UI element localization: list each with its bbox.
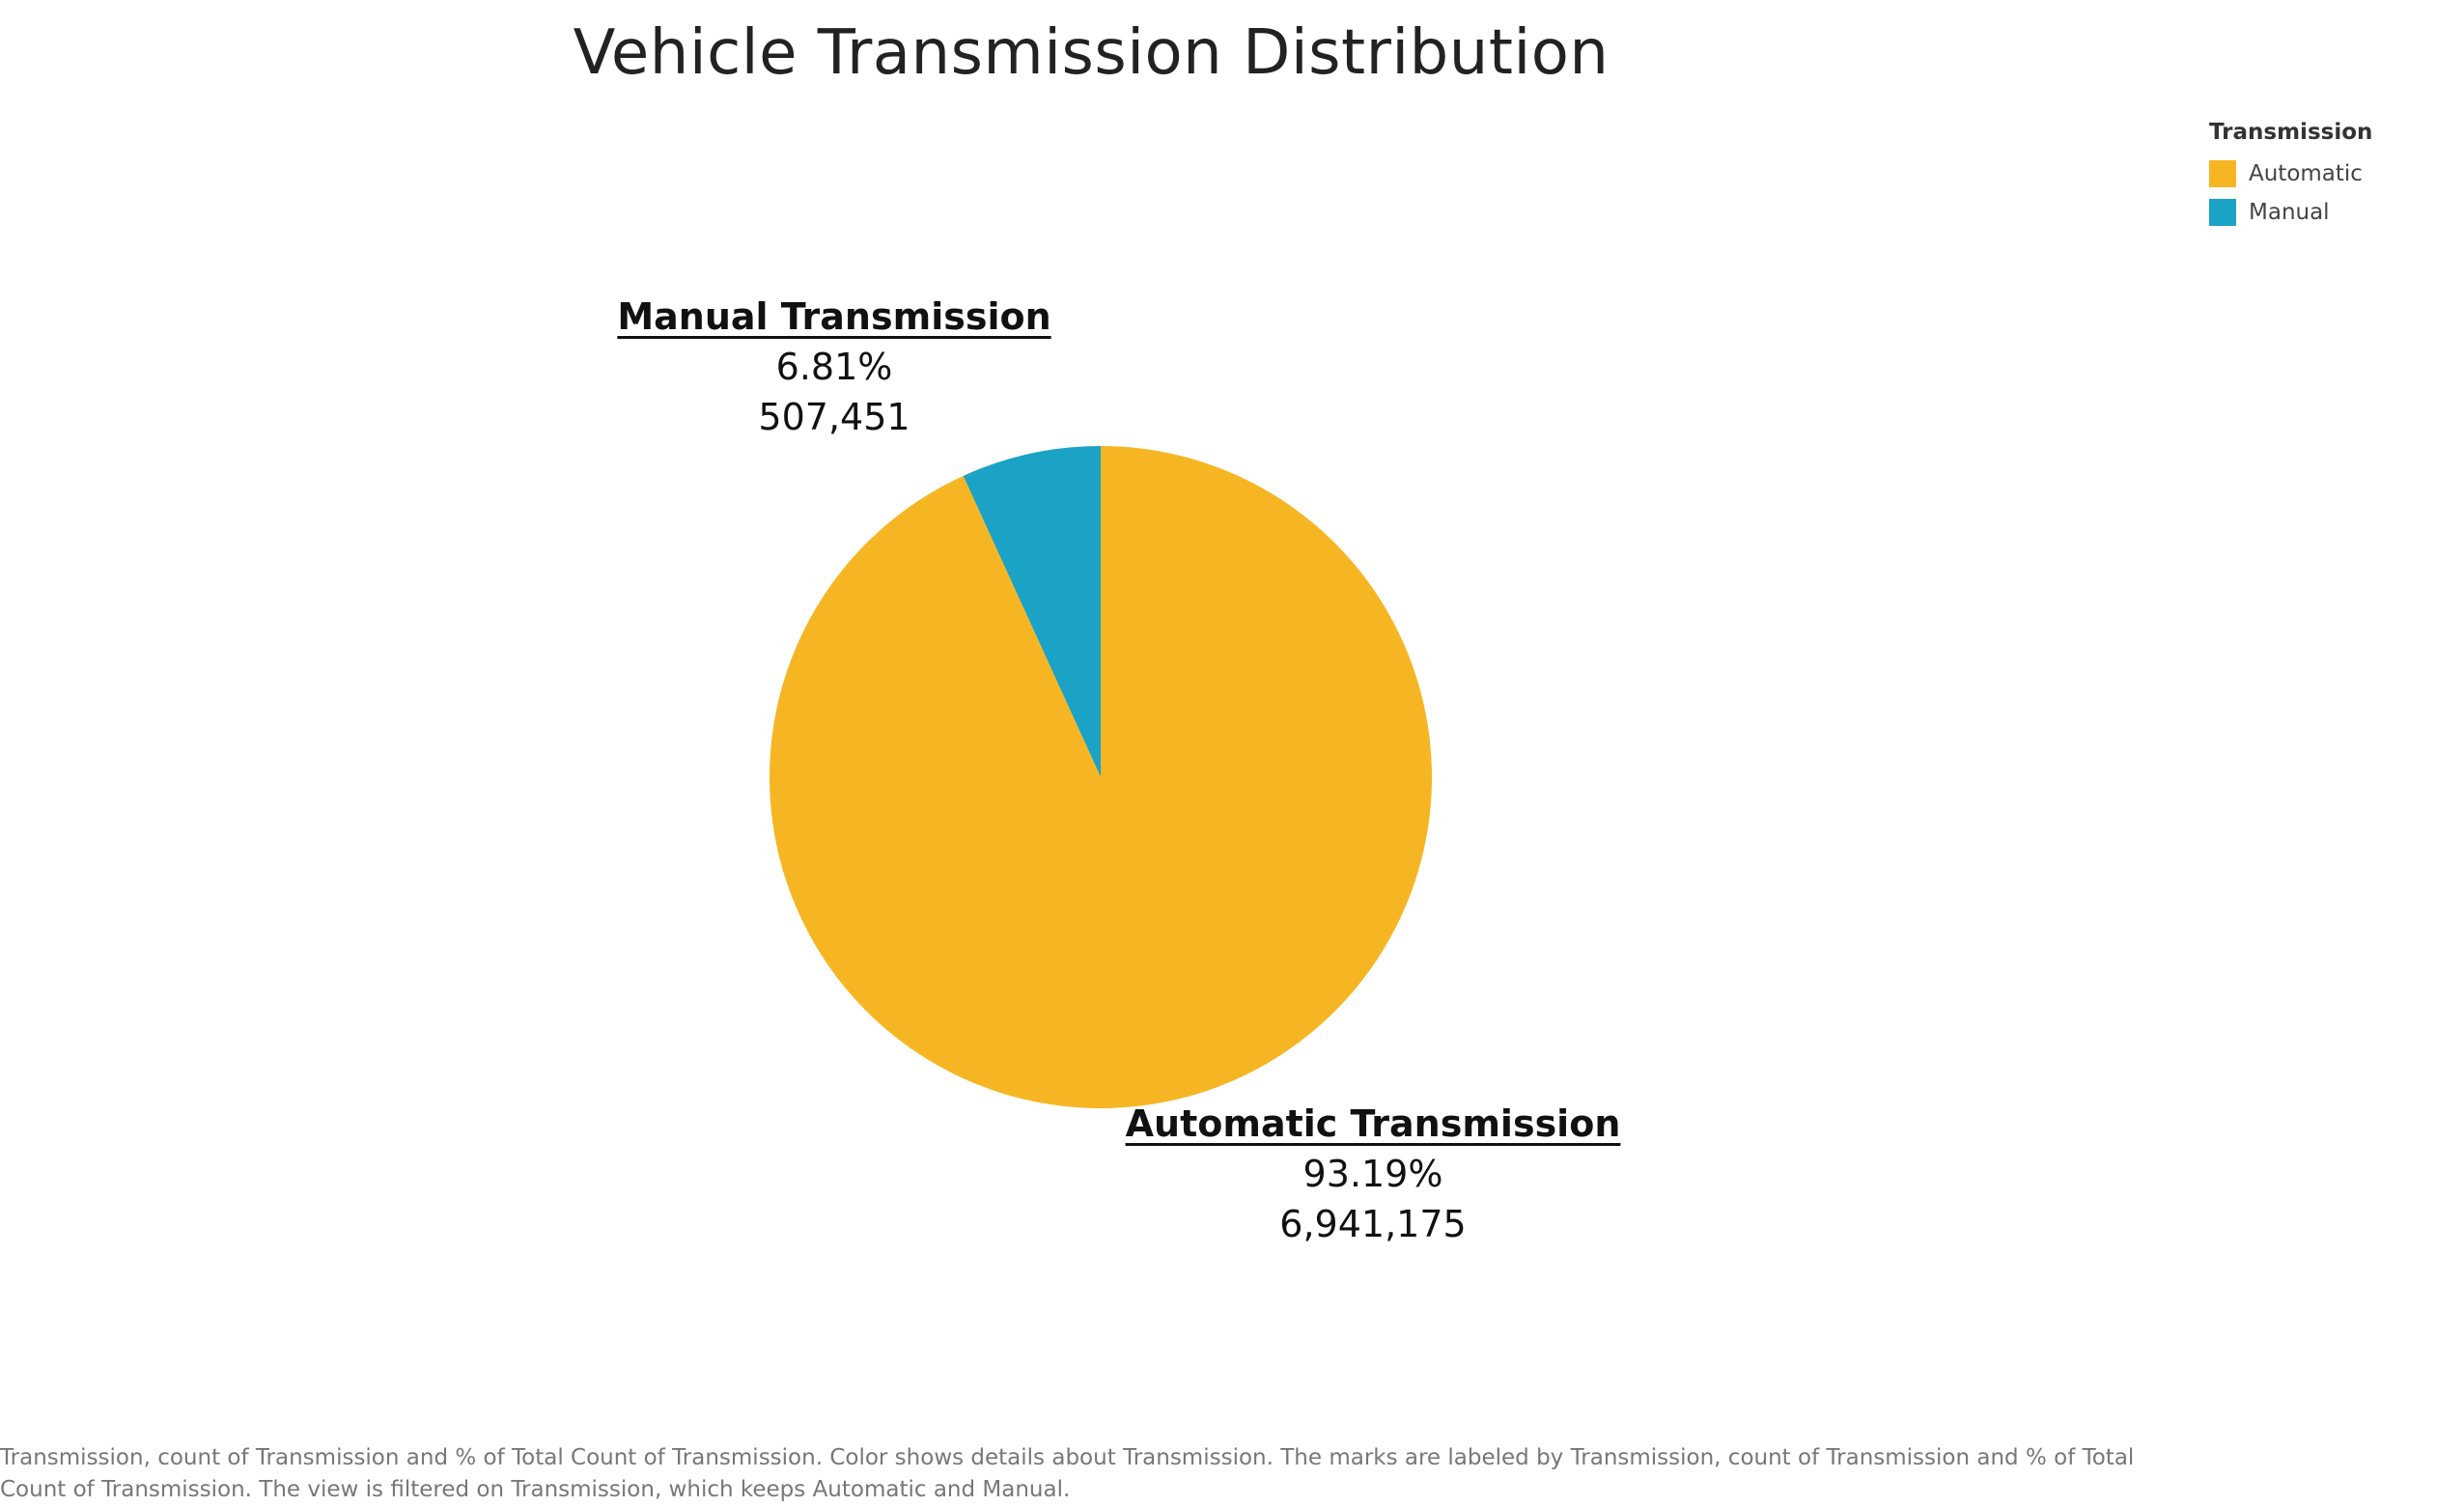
legend-item-automatic[interactable]: Automatic xyxy=(2209,154,2372,193)
legend-swatch-manual xyxy=(2209,199,2236,226)
pie-slice-automatic[interactable] xyxy=(770,446,1433,1108)
legend-label-automatic: Automatic xyxy=(2249,161,2363,186)
slice-label-manual: Manual Transmission 6.81% 507,451 xyxy=(554,292,1114,442)
slice-label-manual-count: 507,451 xyxy=(758,396,910,438)
chart-caption: Transmission, count of Transmission and … xyxy=(0,1445,2135,1502)
legend-item-manual[interactable]: Manual xyxy=(2209,193,2372,232)
chart-title: Vehicle Transmission Distribution xyxy=(573,17,1610,89)
legend: Transmission Automatic Manual xyxy=(2209,120,2372,232)
legend-title: Transmission xyxy=(2209,120,2373,145)
pie-slice-manual[interactable] xyxy=(963,446,1101,777)
slice-label-automatic-percent: 93.19% xyxy=(1302,1153,1443,1195)
slice-label-automatic: Automatic Transmission 93.19% 6,941,175 xyxy=(1093,1099,1653,1249)
legend-swatch-automatic xyxy=(2209,160,2236,187)
legend-label-manual: Manual xyxy=(2249,200,2330,225)
slice-label-manual-percent: 6.81% xyxy=(775,346,893,388)
slice-label-manual-name: Manual Transmission xyxy=(617,295,1051,338)
slice-label-automatic-count: 6,941,175 xyxy=(1279,1203,1467,1245)
slice-label-automatic-name: Automatic Transmission xyxy=(1125,1102,1621,1145)
